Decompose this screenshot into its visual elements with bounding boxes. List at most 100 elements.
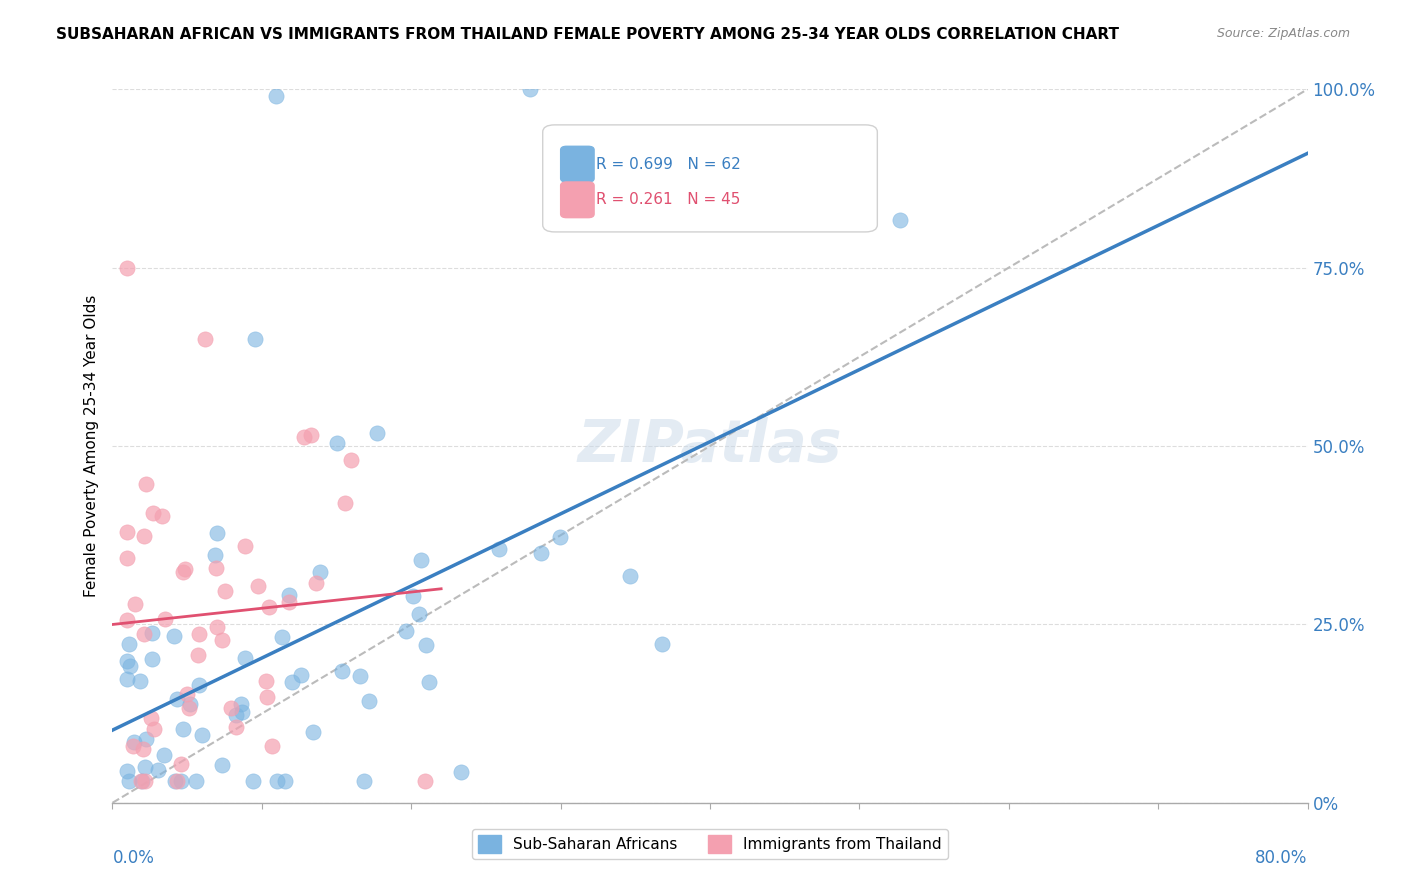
- Sub-Saharan Africans: [619, 569, 641, 583]
- Sub-Saharan Africans: [408, 607, 430, 621]
- Sub-Saharan Africans: [450, 764, 472, 779]
- Sub-Saharan Africans: [242, 774, 264, 789]
- Sub-Saharan Africans: [120, 659, 142, 673]
- Immigrants from Thailand: [413, 774, 436, 789]
- Sub-Saharan Africans: [357, 694, 380, 708]
- Sub-Saharan Africans: [550, 530, 572, 544]
- Immigrants from Thailand: [142, 506, 165, 520]
- Text: 80.0%: 80.0%: [1256, 849, 1308, 867]
- Sub-Saharan Africans: [402, 590, 425, 604]
- Sub-Saharan Africans: [146, 763, 169, 777]
- Text: 0.0%: 0.0%: [112, 849, 155, 867]
- Sub-Saharan Africans: [264, 89, 287, 103]
- Sub-Saharan Africans: [271, 630, 294, 644]
- Sub-Saharan Africans: [233, 651, 256, 665]
- Immigrants from Thailand: [143, 722, 166, 736]
- Sub-Saharan Africans: [166, 691, 188, 706]
- Sub-Saharan Africans: [349, 669, 371, 683]
- Immigrants from Thailand: [117, 260, 139, 275]
- Sub-Saharan Africans: [135, 732, 157, 747]
- Sub-Saharan Africans: [231, 706, 253, 720]
- Immigrants from Thailand: [132, 741, 155, 756]
- Text: SUBSAHARAN AFRICAN VS IMMIGRANTS FROM THAILAND FEMALE POVERTY AMONG 25-34 YEAR O: SUBSAHARAN AFRICAN VS IMMIGRANTS FROM TH…: [56, 27, 1119, 42]
- Sub-Saharan Africans: [165, 774, 187, 789]
- Sub-Saharan Africans: [266, 774, 288, 789]
- Sub-Saharan Africans: [131, 774, 153, 789]
- Immigrants from Thailand: [166, 774, 188, 789]
- Text: ZIPatlas: ZIPatlas: [578, 417, 842, 475]
- Sub-Saharan Africans: [330, 664, 353, 678]
- Immigrants from Thailand: [135, 476, 157, 491]
- Sub-Saharan Africans: [290, 668, 312, 682]
- Sub-Saharan Africans: [225, 708, 247, 723]
- Sub-Saharan Africans: [172, 723, 194, 737]
- Sub-Saharan Africans: [274, 774, 297, 789]
- Sub-Saharan Africans: [211, 757, 233, 772]
- Immigrants from Thailand: [299, 428, 322, 442]
- Sub-Saharan Africans: [141, 626, 163, 640]
- Sub-Saharan Africans: [353, 774, 375, 789]
- Sub-Saharan Africans: [170, 774, 193, 789]
- Immigrants from Thailand: [173, 561, 195, 575]
- Sub-Saharan Africans: [889, 213, 911, 227]
- Sub-Saharan Africans: [488, 541, 510, 556]
- Immigrants from Thailand: [305, 576, 328, 591]
- Y-axis label: Female Poverty Among 25-34 Year Olds: Female Poverty Among 25-34 Year Olds: [83, 295, 98, 597]
- Sub-Saharan Africans: [302, 725, 325, 739]
- Sub-Saharan Africans: [415, 638, 437, 652]
- Text: R = 0.261   N = 45: R = 0.261 N = 45: [596, 193, 741, 207]
- FancyBboxPatch shape: [561, 146, 595, 182]
- Text: Source: ZipAtlas.com: Source: ZipAtlas.com: [1216, 27, 1350, 40]
- Sub-Saharan Africans: [409, 553, 432, 567]
- Sub-Saharan Africans: [243, 332, 266, 346]
- Sub-Saharan Africans: [308, 565, 330, 579]
- Immigrants from Thailand: [194, 332, 217, 346]
- FancyBboxPatch shape: [543, 125, 877, 232]
- Immigrants from Thailand: [150, 509, 173, 524]
- Immigrants from Thailand: [153, 611, 176, 625]
- Immigrants from Thailand: [122, 739, 145, 753]
- Immigrants from Thailand: [333, 496, 356, 510]
- Sub-Saharan Africans: [204, 548, 226, 562]
- Sub-Saharan Africans: [186, 774, 208, 789]
- Immigrants from Thailand: [117, 550, 139, 565]
- Sub-Saharan Africans: [231, 697, 253, 711]
- FancyBboxPatch shape: [561, 182, 595, 218]
- Immigrants from Thailand: [221, 701, 243, 715]
- Sub-Saharan Africans: [122, 735, 145, 749]
- Sub-Saharan Africans: [134, 760, 156, 774]
- Immigrants from Thailand: [187, 627, 209, 641]
- Sub-Saharan Africans: [163, 629, 186, 643]
- Text: R = 0.699   N = 62: R = 0.699 N = 62: [596, 157, 741, 171]
- Immigrants from Thailand: [340, 453, 363, 467]
- Sub-Saharan Africans: [118, 774, 141, 789]
- Immigrants from Thailand: [214, 583, 236, 598]
- Sub-Saharan Africans: [395, 624, 418, 638]
- Immigrants from Thailand: [117, 525, 139, 540]
- Sub-Saharan Africans: [366, 426, 388, 441]
- Immigrants from Thailand: [172, 565, 194, 579]
- Sub-Saharan Africans: [281, 675, 304, 690]
- Sub-Saharan Africans: [141, 652, 163, 666]
- Immigrants from Thailand: [176, 687, 198, 701]
- Immigrants from Thailand: [254, 674, 277, 689]
- Sub-Saharan Africans: [191, 728, 214, 742]
- Immigrants from Thailand: [134, 627, 156, 641]
- Legend: Sub-Saharan Africans, Immigrants from Thailand: Sub-Saharan Africans, Immigrants from Th…: [472, 829, 948, 859]
- Immigrants from Thailand: [205, 620, 228, 634]
- Immigrants from Thailand: [177, 701, 200, 715]
- Immigrants from Thailand: [124, 597, 146, 611]
- Sub-Saharan Africans: [277, 589, 299, 603]
- Sub-Saharan Africans: [326, 436, 349, 450]
- Immigrants from Thailand: [170, 757, 193, 772]
- Sub-Saharan Africans: [530, 546, 553, 560]
- Sub-Saharan Africans: [188, 678, 211, 692]
- Immigrants from Thailand: [141, 711, 163, 725]
- Sub-Saharan Africans: [519, 82, 541, 96]
- Sub-Saharan Africans: [153, 747, 176, 762]
- Sub-Saharan Africans: [117, 654, 139, 668]
- Immigrants from Thailand: [278, 595, 301, 609]
- Immigrants from Thailand: [134, 774, 156, 789]
- Sub-Saharan Africans: [651, 637, 673, 651]
- Immigrants from Thailand: [132, 529, 155, 543]
